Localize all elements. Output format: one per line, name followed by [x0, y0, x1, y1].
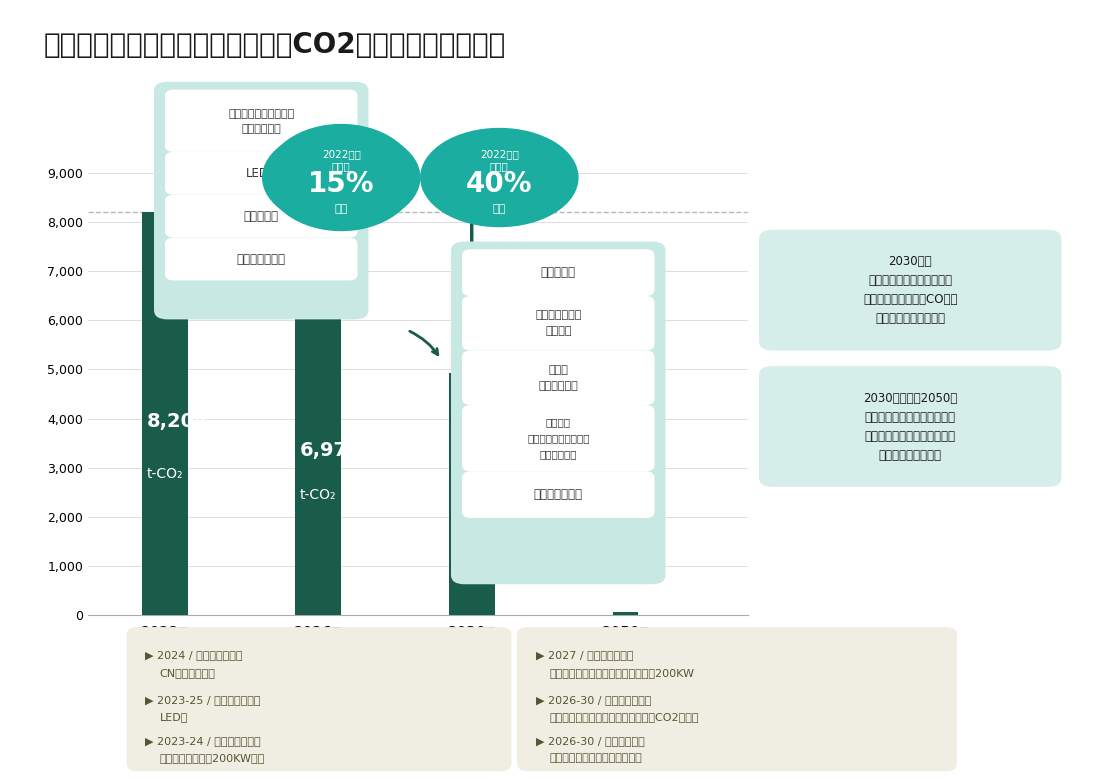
Text: 空調機器導入: 空調機器導入	[538, 381, 579, 390]
Bar	[295, 273, 341, 615]
Text: 高効率: 高効率	[548, 365, 569, 375]
Text: 太陽光発電: 太陽光発電	[541, 266, 575, 279]
Bar	[449, 373, 495, 615]
Text: LED化: LED化	[246, 167, 276, 180]
Text: t-CO₂: t-CO₂	[453, 523, 490, 538]
Text: ▶ 2026-30 / 地域・地域外の: ▶ 2026-30 / 地域・地域外の	[536, 695, 651, 705]
Text: カーボンフリー: カーボンフリー	[535, 311, 582, 320]
Text: ▶ 2023-24 / 大宮キャンパス: ▶ 2023-24 / 大宮キャンパス	[145, 736, 261, 746]
Text: 電力調達: 電力調達	[544, 326, 572, 336]
Text: 4,922: 4,922	[453, 490, 515, 509]
Text: 2030年以降も2050年
カーボンニュートラル実現に
向けてキャンパスの省エネを
推進していきます。: 2030年以降も2050年 カーボンニュートラル実現に 向けてキャンパスの省エネ…	[864, 392, 957, 461]
Text: 都市ガス導入: 都市ガス導入	[241, 124, 282, 133]
Text: 省エネ行動推進: 省エネ行動推進	[534, 488, 583, 501]
Bar	[142, 212, 188, 615]
Text: 基準に: 基準に	[490, 160, 508, 171]
Text: 基準に: 基準に	[332, 160, 351, 171]
Text: ▶ 2026-30 / 各キャンパス: ▶ 2026-30 / 各キャンパス	[536, 736, 645, 746]
Text: ▶ 2027 / 大宮キャンパス: ▶ 2027 / 大宮キャンパス	[536, 650, 634, 661]
Text: 既存空調機を高効率機器に更新: 既存空調機を高効率機器に更新	[550, 753, 642, 763]
Text: 2022年を: 2022年を	[480, 149, 519, 159]
Text: t-CO₂: t-CO₂	[146, 467, 183, 481]
Text: 40%: 40%	[466, 170, 532, 198]
Text: 8,204: 8,204	[146, 412, 208, 431]
Text: t-CO₂: t-CO₂	[300, 488, 337, 502]
Text: 2022年を: 2022年を	[322, 149, 361, 159]
Text: 太陽光発電: 太陽光発電	[244, 210, 278, 223]
Text: 2030年、
大宮キャンパスは電気及び
都市ガス使用に伴うCO２の
排出量実質ゼロを実現: 2030年、 大宮キャンパスは電気及び 都市ガス使用に伴うCO２の 排出量実質ゼ…	[864, 256, 957, 325]
Text: 太陽光発電設備約200KW増設: 太陽光発電設備約200KW増設	[160, 753, 265, 763]
Text: システム導入: システム導入	[539, 449, 578, 459]
Text: 削減: 削減	[493, 203, 506, 213]
Bar	[613, 612, 638, 615]
Text: 新施設建設：太陽光発電設備設置約200KW: 新施設建設：太陽光発電設備設置約200KW	[550, 668, 695, 678]
Text: ▶ 2024 / 大宮キャンパス: ▶ 2024 / 大宮キャンパス	[145, 650, 243, 661]
Text: 新施設へ: 新施設へ	[546, 418, 571, 428]
Text: カーボンフリー電力の調達等のよるCO2の削減: カーボンフリー電力の調達等のよるCO2の削減	[550, 712, 700, 722]
Text: 15%: 15%	[308, 170, 374, 198]
Text: コージェネレーション: コージェネレーション	[527, 433, 590, 443]
Text: CN都市ガス導入: CN都市ガス導入	[160, 668, 216, 678]
Text: 大宮キャンパス・豊洲キャンパスCO2排出量削減イメージ: 大宮キャンパス・豊洲キャンパスCO2排出量削減イメージ	[44, 31, 506, 59]
Text: 6,974: 6,974	[300, 441, 362, 460]
Text: 〜〜: 〜〜	[564, 632, 584, 650]
Text: LED化: LED化	[160, 712, 188, 722]
Text: ▶ 2023-25 / 大宮キャンパス: ▶ 2023-25 / 大宮キャンパス	[145, 695, 261, 705]
Text: 省エネ行動推進: 省エネ行動推進	[236, 252, 286, 266]
Text: 削減: 削減	[334, 203, 348, 213]
Text: カーボンニュートラル: カーボンニュートラル	[228, 110, 295, 119]
